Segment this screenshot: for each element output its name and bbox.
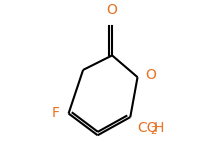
Text: 2: 2: [150, 126, 156, 136]
Text: O: O: [107, 3, 118, 17]
Text: CO: CO: [138, 121, 158, 135]
Text: O: O: [146, 68, 157, 82]
Text: F: F: [52, 106, 60, 120]
Text: H: H: [154, 121, 164, 135]
